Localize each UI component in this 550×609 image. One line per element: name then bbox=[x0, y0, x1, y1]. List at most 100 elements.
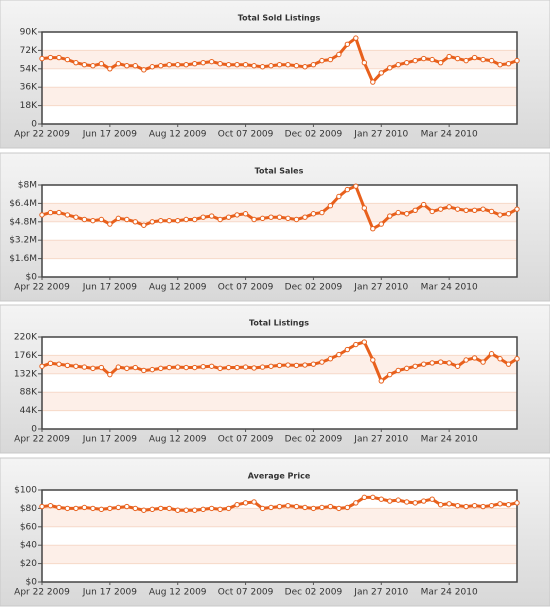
data-point bbox=[480, 206, 486, 212]
data-point bbox=[39, 55, 45, 62]
chart-title: Total Sales bbox=[255, 167, 304, 176]
data-point bbox=[497, 501, 503, 507]
data-point bbox=[471, 207, 478, 213]
data-point bbox=[505, 361, 512, 367]
data-point bbox=[132, 63, 139, 69]
data-point bbox=[378, 70, 384, 76]
data-point bbox=[183, 364, 189, 371]
data-point bbox=[242, 364, 249, 370]
x-tick-label: Apr 22 2009 bbox=[14, 588, 70, 598]
grid-band bbox=[42, 87, 517, 106]
data-point bbox=[191, 216, 198, 223]
data-point bbox=[353, 183, 359, 189]
data-point bbox=[370, 226, 376, 232]
data-point bbox=[310, 361, 317, 367]
y-tick-label: 54K bbox=[20, 64, 38, 74]
x-tick-label: Jan 27 2010 bbox=[353, 435, 408, 445]
y-tick-label: 88K bbox=[20, 388, 38, 398]
x-tick-label: Mar 24 2010 bbox=[421, 130, 478, 140]
data-point bbox=[268, 214, 274, 220]
data-point bbox=[514, 356, 520, 362]
chart-panel: Total Sales $0 $1.6M $3.2M $4.8M $6.4M $8M Apr … bbox=[0, 152, 550, 302]
data-point bbox=[353, 341, 359, 348]
data-point bbox=[361, 205, 368, 211]
data-point bbox=[319, 359, 325, 365]
x-tick-label: Jun 17 2009 bbox=[82, 283, 137, 293]
data-point bbox=[56, 361, 62, 367]
y-tick-label: $8M bbox=[18, 181, 37, 191]
data-point bbox=[268, 63, 274, 69]
data-point bbox=[47, 209, 54, 216]
y-tick-label: 132K bbox=[14, 369, 38, 379]
x-tick-label: Aug 12 2009 bbox=[149, 130, 207, 140]
data-point bbox=[191, 364, 198, 371]
y-tick-label: $4.8M bbox=[9, 217, 37, 227]
data-point bbox=[217, 216, 223, 223]
data-point bbox=[47, 360, 54, 367]
data-point bbox=[420, 55, 427, 62]
data-point bbox=[387, 498, 393, 504]
x-tick-label: Mar 24 2010 bbox=[421, 588, 478, 598]
data-point bbox=[90, 63, 96, 69]
data-point bbox=[310, 211, 317, 217]
data-point bbox=[115, 60, 122, 67]
data-point bbox=[64, 362, 71, 369]
data-point bbox=[200, 506, 206, 513]
data-point bbox=[463, 357, 469, 363]
data-point bbox=[90, 217, 96, 224]
data-point bbox=[124, 503, 130, 510]
data-point bbox=[276, 62, 283, 68]
data-point bbox=[361, 59, 368, 66]
y-tick-label: 18K bbox=[20, 101, 38, 111]
data-point bbox=[420, 361, 427, 367]
data-point bbox=[446, 204, 452, 210]
y-tick-label: $1.6M bbox=[9, 254, 37, 264]
data-point bbox=[200, 363, 206, 370]
data-point bbox=[141, 367, 147, 374]
data-point bbox=[497, 212, 503, 218]
data-point bbox=[293, 216, 300, 223]
data-point bbox=[73, 505, 79, 512]
data-point bbox=[242, 211, 249, 217]
data-point bbox=[293, 63, 300, 69]
data-point bbox=[387, 65, 393, 71]
data-point bbox=[39, 212, 45, 218]
data-point bbox=[73, 59, 79, 66]
data-point bbox=[166, 217, 172, 224]
data-point bbox=[480, 56, 486, 63]
data-point bbox=[73, 363, 79, 369]
data-point bbox=[276, 362, 283, 369]
x-tick-label: Jan 27 2010 bbox=[353, 130, 408, 140]
data-point bbox=[107, 371, 113, 378]
data-point bbox=[141, 507, 147, 513]
data-point bbox=[361, 494, 368, 501]
data-point bbox=[395, 497, 401, 503]
data-point bbox=[107, 505, 113, 512]
data-point bbox=[454, 55, 461, 62]
data-point bbox=[191, 60, 198, 67]
data-point bbox=[454, 363, 461, 369]
data-point bbox=[149, 219, 155, 225]
data-point bbox=[98, 506, 105, 513]
data-point bbox=[370, 357, 376, 363]
data-point bbox=[268, 504, 274, 511]
x-tick-label: Apr 22 2009 bbox=[14, 283, 70, 293]
data-point bbox=[183, 62, 189, 68]
data-point bbox=[98, 364, 105, 371]
data-point bbox=[437, 359, 444, 365]
x-tick-label: Aug 12 2009 bbox=[149, 588, 207, 598]
y-tick-label: 220K bbox=[14, 333, 38, 343]
data-point bbox=[285, 215, 291, 222]
data-point bbox=[81, 62, 88, 68]
data-point bbox=[141, 67, 147, 73]
data-point bbox=[488, 502, 495, 509]
y-tick-label: 0 bbox=[31, 120, 37, 130]
chart-title: Total Listings bbox=[249, 319, 309, 328]
data-point bbox=[175, 364, 181, 370]
x-tick-label: Mar 24 2010 bbox=[421, 283, 478, 293]
data-point bbox=[217, 365, 223, 372]
data-point bbox=[302, 214, 308, 220]
x-tick-label: Oct 07 2009 bbox=[218, 130, 274, 140]
data-point bbox=[234, 62, 240, 68]
data-point bbox=[302, 362, 308, 368]
